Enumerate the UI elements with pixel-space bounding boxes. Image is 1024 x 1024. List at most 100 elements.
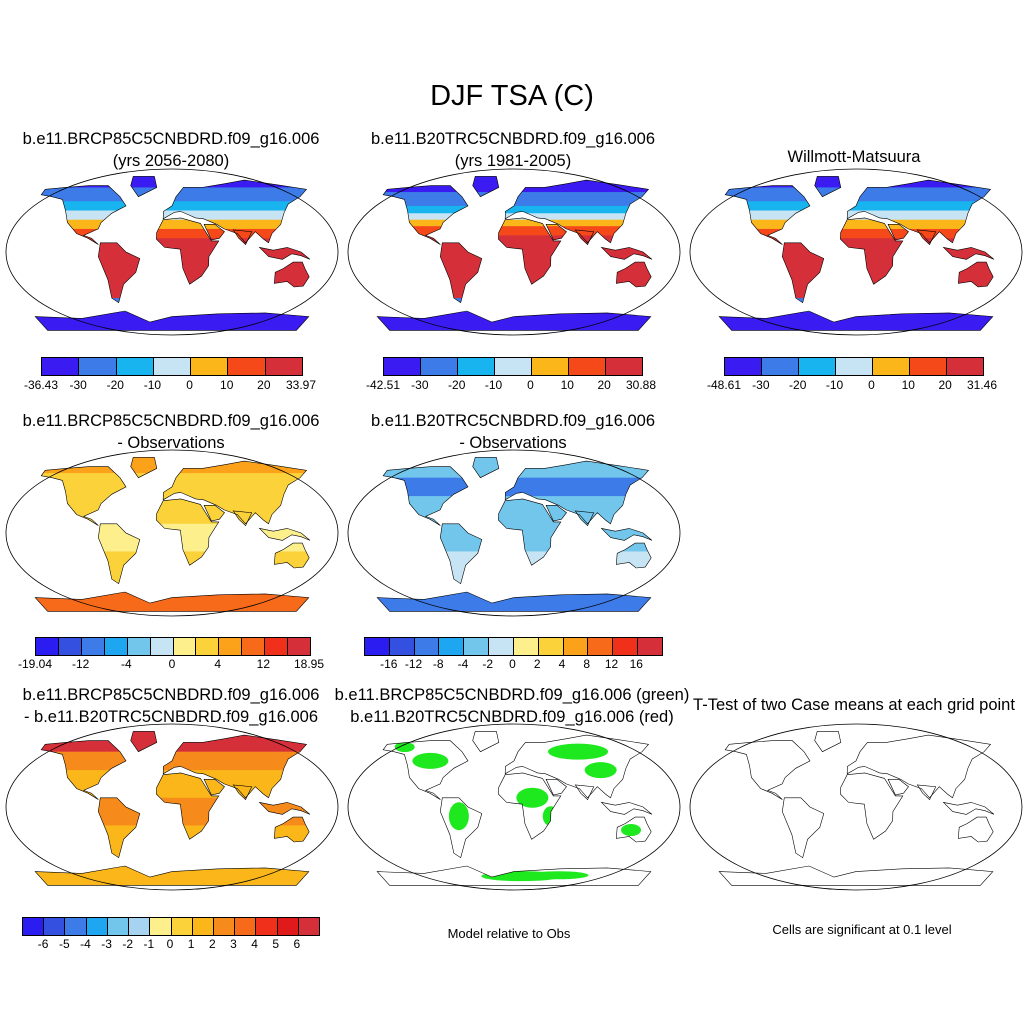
- colorbar-swatch: [242, 638, 266, 655]
- colorbar-swatch: [414, 638, 440, 655]
- colorbar-swatch: [213, 918, 236, 935]
- coastline-europe-asia: [846, 179, 992, 244]
- map-boundary: [5, 168, 339, 336]
- panel-2-title-line1: b.e11.B20TRC5CNBDRD.f09_g16.006: [370, 130, 656, 148]
- colorbar-panel-7-labels: -6 -5 -4 -3 -2 -1 0 1 2 3 4 5 6: [22, 937, 318, 953]
- colorbar-swatch: [947, 358, 983, 375]
- colorbar-panel-1: [41, 357, 303, 376]
- coastline-greenland: [472, 457, 500, 479]
- coastline-south-america: [97, 523, 141, 585]
- colorbar-swatch: [365, 638, 390, 655]
- colorbar-tick-label: -36.43: [23, 378, 59, 392]
- colorbar-swatch: [219, 638, 243, 655]
- colorbar-tick-label: 10: [560, 378, 574, 392]
- map-panel-3: [689, 168, 1023, 336]
- colorbar-tick-label: 1: [187, 937, 195, 951]
- coastline-arabia: [545, 505, 567, 522]
- colorbar-tick-label: -6: [37, 937, 49, 951]
- panel-1-title-line2: (yrs 2056-2080): [112, 152, 230, 170]
- coastline-greenland: [814, 176, 842, 198]
- colorbar-panel-2: [383, 357, 643, 376]
- coastline-se-asia: [600, 527, 653, 541]
- colorbar-swatch: [277, 918, 299, 935]
- colorbar-tick-label: 0: [186, 378, 193, 392]
- colorbar-swatch: [563, 638, 589, 655]
- colorbar-swatch: [191, 358, 229, 375]
- panel-8-title: b.e11.BRCP85C5CNBDRD.f09_g16.006 (green)…: [330, 684, 694, 728]
- coastline-africa: [156, 498, 220, 566]
- colorbar-tick-label: -48.61: [706, 378, 742, 392]
- coastline-africa: [498, 217, 562, 285]
- coastline-india: [574, 229, 595, 246]
- colorbar-swatch: [464, 638, 490, 655]
- coastline-arabia: [887, 779, 909, 796]
- coastline-se-asia: [600, 246, 653, 260]
- coastline-europe-asia: [846, 734, 992, 799]
- colorbar-swatch: [171, 918, 193, 935]
- colorbar-panel-4-labels: -19.04 -12 -4 0 4 12 18.95: [18, 657, 324, 673]
- colorbar-panel-7: [22, 917, 320, 936]
- colorbar-tick-label: -10: [484, 378, 503, 392]
- coastline-north-america: [40, 466, 127, 526]
- colorbar-swatch: [389, 638, 415, 655]
- colorbar-panel-3: [724, 357, 984, 376]
- panel-4-title: b.e11.BRCP85C5CNBDRD.f09_g16.006 - Obser…: [0, 410, 342, 454]
- coastline-south-america: [781, 242, 825, 304]
- coastline-africa: [840, 772, 904, 840]
- map-panel-7: [5, 723, 339, 891]
- colorbar-tick-label: 2: [208, 937, 216, 951]
- colorbar-tick-label: -10: [143, 378, 162, 392]
- colorbar-swatch: [588, 638, 614, 655]
- colorbar-tick-label: -1: [143, 937, 155, 951]
- panel-8-title-line2: b.e11.B20TRC5CNBDRD.f09_g16.006 (red): [350, 708, 674, 726]
- colorbar-panel-1-labels: -36.43 -30 -20 -10 0 10 20 33.97: [24, 378, 316, 394]
- colorbar-tick-label: 31.46: [966, 378, 998, 392]
- panel-4-title-line1: b.e11.BRCP85C5CNBDRD.f09_g16.006: [22, 412, 320, 430]
- colorbar-tick-label: 0: [868, 378, 875, 392]
- coastline-se-asia: [942, 801, 995, 815]
- coastline-antarctica: [34, 591, 310, 612]
- colorbar-swatch: [265, 638, 289, 655]
- colorbar-swatch: [532, 358, 569, 375]
- colorbar-tick-label: -30: [752, 378, 770, 392]
- map-panel-5: [347, 449, 681, 617]
- colorbar-swatch: [873, 358, 910, 375]
- colorbar-swatch: [129, 918, 151, 935]
- colorbar-swatch: [86, 918, 108, 935]
- coastline-africa: [156, 772, 220, 840]
- colorbar-tick-label: 12: [604, 657, 619, 671]
- coastline-australia: [957, 261, 994, 288]
- colorbar-swatch: [23, 918, 45, 935]
- colorbar-swatch: [538, 638, 564, 655]
- colorbar-swatch: [42, 358, 80, 375]
- colorbar-swatch: [153, 358, 192, 375]
- colorbar-swatch: [725, 358, 762, 375]
- map-boundary: [5, 723, 339, 891]
- colorbar-panel-5: [364, 637, 663, 656]
- panel-2-title: b.e11.B20TRC5CNBDRD.f09_g16.006 (yrs 198…: [342, 128, 684, 172]
- coastline-antarctica: [34, 865, 310, 886]
- map-panel-2: [347, 168, 681, 336]
- coastline-india: [232, 510, 253, 527]
- colorbar-swatch: [569, 358, 606, 375]
- coastline-africa: [498, 772, 562, 840]
- colorbar-swatch: [150, 638, 174, 655]
- colorbar-swatch: [192, 918, 214, 935]
- coastline-north-america: [40, 740, 127, 800]
- colorbar-tick-label: 20: [597, 378, 611, 392]
- colorbar-swatch: [107, 918, 130, 935]
- colorbar-tick-label: 20: [257, 378, 271, 392]
- colorbar-tick-label: 30.88: [625, 378, 657, 392]
- panel-9-title-line1: [684, 684, 1024, 694]
- coastline-antarctica: [376, 591, 652, 612]
- coastline-antarctica: [34, 310, 310, 331]
- coastline-india: [232, 784, 253, 801]
- colorbar-tick-label: 2: [533, 657, 541, 671]
- colorbar-tick-label: -2: [482, 657, 494, 671]
- map-boundary: [689, 723, 1023, 891]
- coastline-north-america: [382, 466, 469, 526]
- colorbar-tick-label: -10: [825, 378, 844, 392]
- colorbar-panel-4: [35, 637, 311, 656]
- panel-7-title-line1: b.e11.BRCP85C5CNBDRD.f09_g16.006: [22, 686, 320, 704]
- colorbar-swatch: [173, 638, 197, 655]
